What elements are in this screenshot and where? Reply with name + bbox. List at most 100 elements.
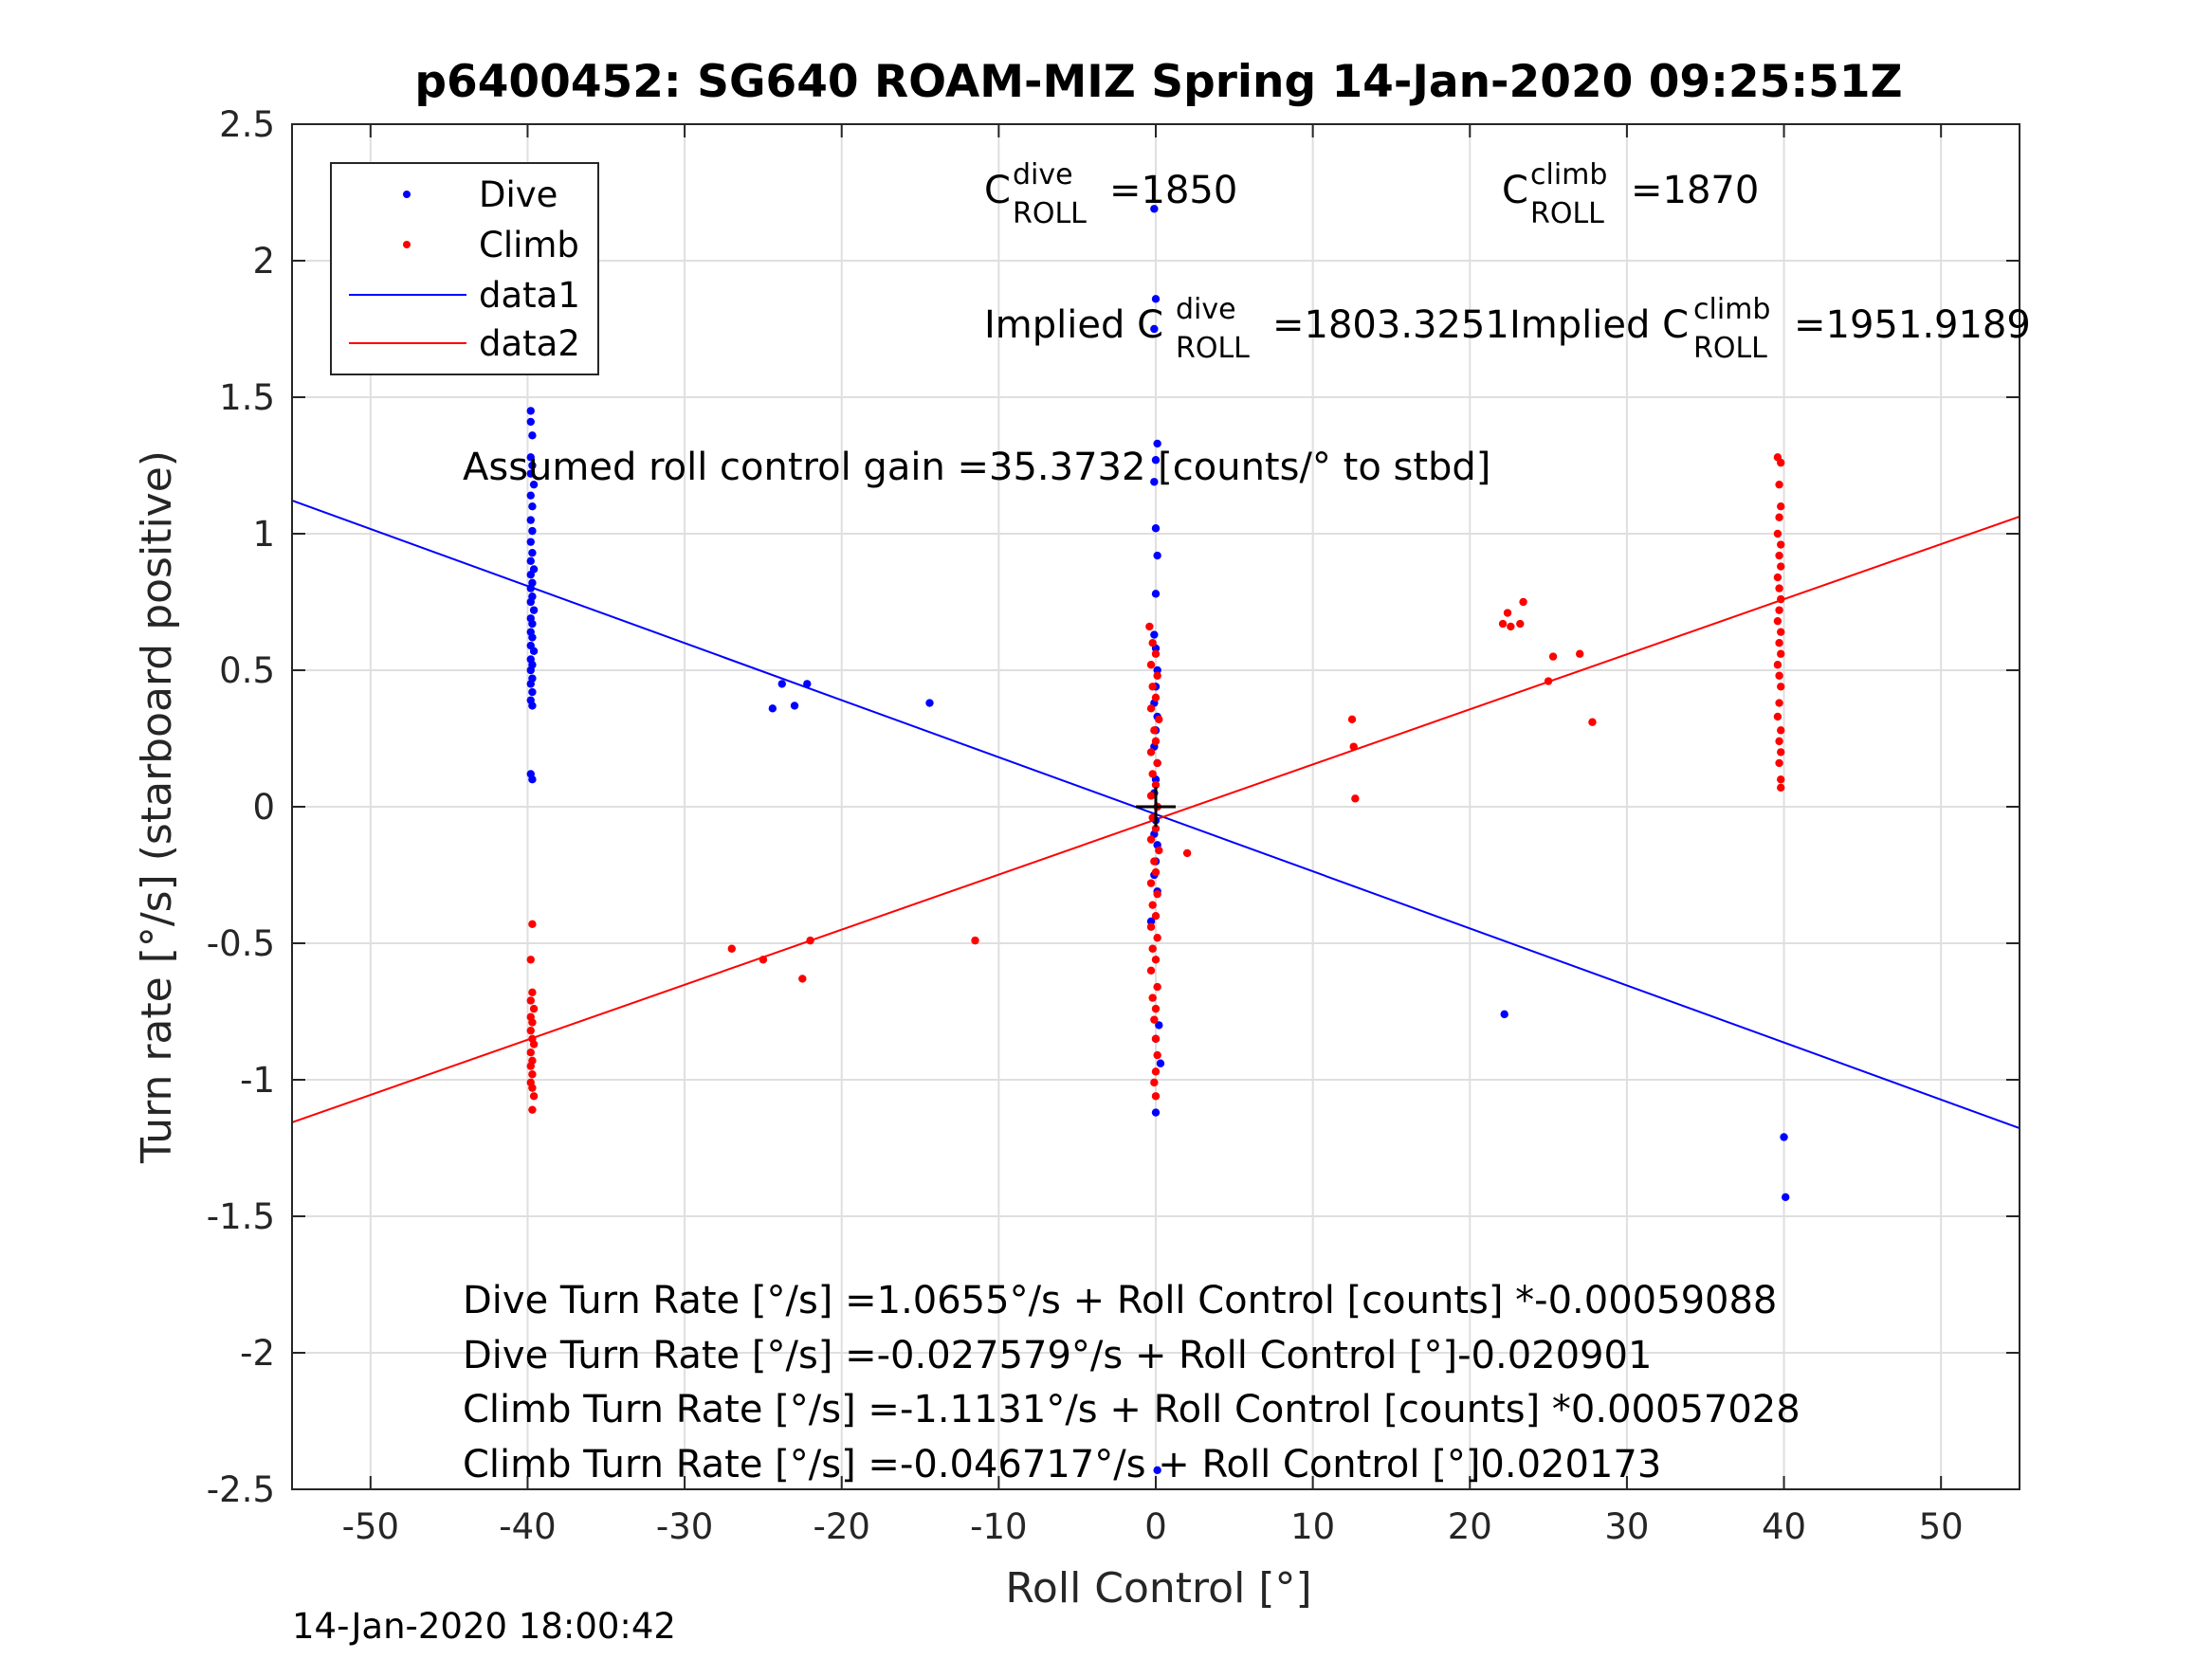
y-axis-label: Turn rate [°/s] (starboard positive) [133,450,181,1164]
climb-point [1151,1092,1161,1101]
dive-point [768,704,777,713]
climb-counts-equation: Climb Turn Rate [°/s] =-1.1131°/s + Roll… [463,1388,1801,1431]
x-tick-label: -30 [656,1506,713,1547]
dive-point [529,647,539,656]
climb-point [1145,622,1154,631]
origin-marker [1136,787,1176,827]
y-tick-label: -2.5 [207,1469,275,1510]
climb-point [1777,594,1785,604]
climb-point [1775,551,1783,560]
climb-point [1148,944,1157,953]
climb-point [1182,848,1192,858]
climb-point [1777,775,1785,784]
dive-point [526,491,535,500]
climb-degrees-equation: Climb Turn Rate [°/s] =-0.046717°/s + Ro… [463,1443,1661,1486]
x-tick-label: 20 [1448,1506,1492,1547]
dive-counts-equation: Dive Turn Rate [°/s] =1.0655°/s + Roll C… [463,1279,1777,1322]
climb-point [1347,715,1357,724]
climb-point [1775,639,1783,647]
c-roll-climb-sub: ROLL [1530,197,1604,230]
climb-point [1146,661,1156,669]
dive-point [1153,665,1161,675]
climb-point [529,1004,539,1013]
dive-point [526,571,535,579]
climb-point [1151,649,1161,658]
climb-point [1775,671,1783,680]
climb-point [1148,901,1157,909]
x-axis-label: Roll Control [°] [1005,1564,1311,1613]
climb-point [1153,758,1161,768]
climb-point [1775,606,1783,614]
implied-climb-value: =1951.9189 [1794,303,2031,347]
implied-dive-sup: dive [1176,293,1236,326]
axis-ticks: -50 -40 -30 -20 -10 0 10 20 30 40 50 2.5 2 1.5 1 0.5 0 -0… [207,104,2020,1547]
climb-point [526,1048,535,1057]
climb-point [1146,835,1156,844]
climb-point [1150,857,1159,866]
legend-label-climb: Climb [479,225,579,265]
climb-point [1146,879,1156,887]
dive-point [803,680,812,688]
climb-point [528,1105,537,1114]
climb-point [1548,652,1558,661]
dive-point [1150,478,1159,486]
c-roll-climb-value: =1870 [1631,169,1759,212]
x-tick-label: -40 [499,1506,556,1547]
legend: Dive Climb data1 data2 [330,162,599,375]
dive-point [1151,456,1161,465]
climb-point [1588,718,1597,726]
climb-point [1349,742,1358,751]
climb-point [1519,597,1527,607]
c-roll-climb-annotation: C climb ROLL =1870 [1502,158,1759,230]
climb-point [1775,758,1783,768]
climb-point [1151,956,1161,964]
climb-point [526,1062,535,1070]
y-tick-label: 2 [252,241,275,282]
climb-point [1777,649,1785,658]
dive-point [1151,524,1161,533]
y-tick-label: -1.5 [207,1196,275,1237]
climb-point [1146,792,1156,800]
climb-point [1153,934,1161,942]
dive-point [526,665,535,675]
c-roll-dive-sub: ROLL [1013,197,1087,230]
implied-dive-value: =1803.3251 [1272,303,1509,347]
x-tick-label: 10 [1290,1506,1335,1547]
dive-point [1500,1010,1508,1019]
climb-point [1516,619,1525,629]
dive-point [528,702,537,710]
climb-point [759,956,768,964]
climb-point [1150,1078,1159,1087]
climb-point [528,988,537,997]
climb-point [1775,699,1783,707]
dive-point [528,548,537,557]
climb-point [1153,889,1161,899]
c-roll-climb-base: C [1502,169,1528,212]
climb-point [1150,1015,1159,1024]
climb-point [1146,704,1156,713]
x-tick-label: 40 [1762,1506,1806,1547]
dive-point [526,680,535,688]
dive-point [1153,1466,1161,1475]
dive-point [790,702,799,710]
climb-point [1777,540,1785,549]
climb-point [1777,783,1785,793]
climb-point [529,1092,539,1101]
climb-point [1148,639,1157,647]
data-points [526,205,1790,1475]
dive-point [528,526,537,536]
climb-point [1544,677,1553,685]
climb-point [529,1040,539,1048]
climb-point [1777,562,1785,571]
dive-point [777,680,786,688]
climb-point [1151,867,1161,877]
dive-point [526,538,535,546]
climb-point [1155,715,1163,724]
dive-point [526,453,535,462]
climb-point [806,936,814,945]
y-tick-label: 1.5 [219,377,275,418]
y-tick-label: 1 [252,514,275,555]
x-tick-label: -10 [970,1506,1027,1547]
climb-point [526,1026,535,1035]
